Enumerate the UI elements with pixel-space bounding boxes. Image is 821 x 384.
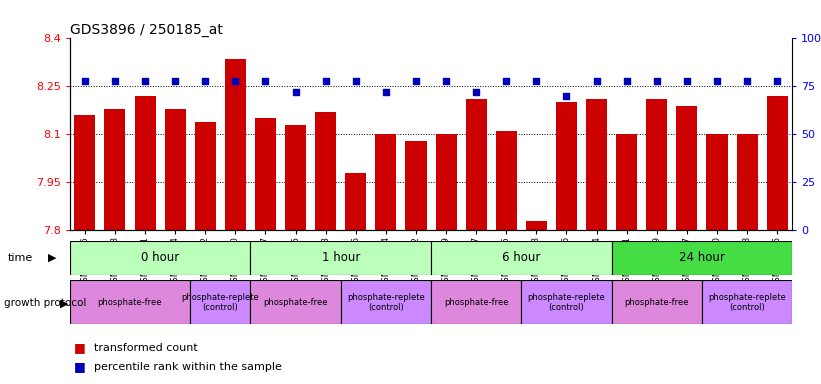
Bar	[346, 173, 366, 230]
Point	[78, 78, 91, 84]
Bar	[702, 280, 792, 324]
Point	[439, 78, 452, 84]
Point	[620, 78, 633, 84]
Bar	[436, 134, 456, 230]
Point	[530, 78, 543, 84]
Bar	[315, 112, 337, 230]
Bar	[707, 134, 727, 230]
Text: phosphate-free: phosphate-free	[444, 298, 508, 307]
Point	[229, 78, 242, 84]
Text: phosphate-free: phosphate-free	[98, 298, 163, 307]
Text: phosphate-free: phosphate-free	[625, 298, 689, 307]
Bar	[526, 221, 547, 230]
Point	[139, 78, 152, 84]
Bar	[431, 280, 521, 324]
Text: 6 hour: 6 hour	[502, 251, 540, 264]
Text: growth protocol: growth protocol	[4, 298, 86, 308]
Bar	[75, 115, 95, 230]
Point	[379, 89, 392, 95]
Bar	[496, 131, 517, 230]
Point	[168, 78, 181, 84]
Point	[500, 78, 513, 84]
Bar	[406, 141, 427, 230]
Text: transformed count: transformed count	[94, 343, 198, 353]
Text: 24 hour: 24 hour	[679, 251, 725, 264]
Bar	[617, 134, 637, 230]
Text: GDS3896 / 250185_at: GDS3896 / 250185_at	[70, 23, 222, 37]
Bar	[190, 280, 250, 324]
Point	[710, 78, 723, 84]
Bar	[255, 118, 276, 230]
Text: phosphate-free: phosphate-free	[264, 298, 328, 307]
Bar	[612, 241, 792, 275]
Text: ■: ■	[74, 360, 85, 373]
Point	[681, 78, 694, 84]
Text: phosphate-replete
(control): phosphate-replete (control)	[181, 293, 259, 312]
Bar	[612, 280, 702, 324]
Bar	[225, 59, 246, 230]
Point	[108, 78, 122, 84]
Text: ▶: ▶	[48, 253, 56, 263]
Point	[199, 78, 212, 84]
Point	[319, 78, 333, 84]
Point	[349, 78, 362, 84]
Bar	[285, 125, 306, 230]
Bar	[70, 241, 250, 275]
Point	[650, 78, 663, 84]
Point	[289, 89, 302, 95]
Bar	[250, 241, 431, 275]
Bar	[646, 99, 667, 230]
Bar	[767, 96, 788, 230]
Bar	[165, 109, 186, 230]
Text: 0 hour: 0 hour	[141, 251, 179, 264]
Text: phosphate-replete
(control): phosphate-replete (control)	[709, 293, 786, 312]
Point	[410, 78, 423, 84]
Bar	[556, 103, 577, 230]
Bar	[135, 96, 156, 230]
Text: phosphate-replete
(control): phosphate-replete (control)	[347, 293, 424, 312]
Text: ▶: ▶	[60, 298, 68, 308]
Point	[741, 78, 754, 84]
Bar	[586, 99, 608, 230]
Bar	[736, 134, 758, 230]
Point	[470, 89, 483, 95]
Bar	[375, 134, 397, 230]
Text: ■: ■	[74, 341, 85, 354]
Bar	[677, 106, 698, 230]
Bar	[521, 280, 612, 324]
Text: percentile rank within the sample: percentile rank within the sample	[94, 362, 282, 372]
Bar	[466, 99, 487, 230]
Text: time: time	[8, 253, 34, 263]
Bar	[104, 109, 126, 230]
Bar	[195, 122, 216, 230]
Point	[259, 78, 272, 84]
Text: phosphate-replete
(control): phosphate-replete (control)	[528, 293, 605, 312]
Bar	[250, 280, 341, 324]
Bar	[70, 280, 190, 324]
Point	[590, 78, 603, 84]
Text: 1 hour: 1 hour	[322, 251, 360, 264]
Point	[560, 93, 573, 99]
Bar	[431, 241, 612, 275]
Point	[771, 78, 784, 84]
Bar	[341, 280, 431, 324]
